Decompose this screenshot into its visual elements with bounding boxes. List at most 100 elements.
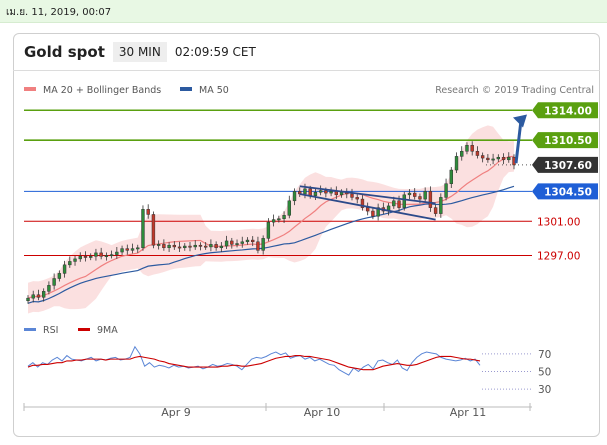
rsi-line [27, 345, 481, 376]
header-divider [13, 70, 600, 71]
level-tag-0: 1314.00 [532, 102, 598, 119]
ma50-line [27, 185, 515, 304]
ma50-legend-label: MA 50 [199, 85, 229, 96]
candle [413, 188, 417, 200]
candle [266, 218, 271, 242]
candle [73, 255, 77, 266]
candle [240, 236, 244, 248]
candle [454, 152, 459, 174]
candle [360, 195, 365, 211]
candle [491, 153, 495, 165]
candle [198, 242, 203, 251]
candle [31, 290, 35, 303]
candle [146, 204, 150, 219]
target-arrow [513, 114, 527, 164]
candle [136, 244, 140, 253]
candle [423, 187, 427, 203]
candle [480, 152, 485, 163]
candle [465, 142, 469, 155]
candle [318, 185, 323, 196]
ma9-legend-label: 9MA [97, 325, 118, 336]
candle [172, 241, 177, 250]
svg-text:1301.00: 1301.00 [537, 216, 580, 228]
candle [193, 240, 197, 250]
rsi-legend-swatch [24, 328, 36, 331]
ma9-legend-swatch [78, 328, 90, 331]
candle [287, 195, 291, 219]
candle [501, 153, 506, 165]
candle [486, 154, 490, 163]
x-tick-label-0: Apr 9 [161, 406, 191, 419]
candle [26, 295, 30, 304]
candle [251, 236, 255, 247]
channel-upper-line [299, 185, 436, 205]
candle [167, 242, 171, 253]
candle [177, 241, 182, 253]
candle [428, 186, 433, 212]
candle [496, 154, 501, 162]
candle [214, 241, 218, 251]
level-tag-3: 1304.50 [532, 183, 598, 200]
level-tag-2: 1307.60 [532, 156, 598, 173]
time-label: 02:09:59 CET [174, 45, 256, 59]
x-tick-label-2: Apr 11 [450, 406, 487, 419]
ma20-legend-swatch [24, 87, 36, 91]
candle [507, 152, 511, 163]
candle [78, 252, 82, 262]
candle [407, 189, 412, 200]
level-tag-4: 1301.00 [537, 216, 580, 228]
candle [156, 240, 161, 250]
timestamp-bar: เม.ย. 11, 2019, 00:07 [0, 0, 607, 23]
candle [329, 187, 333, 197]
candle [460, 146, 464, 161]
chart-header: Gold spot 30 MIN 02:09:59 CET [24, 38, 256, 66]
rsi-legend-label: RSI [43, 325, 58, 336]
timestamp: เม.ย. 11, 2019, 00:07 [6, 7, 112, 18]
candle [371, 208, 375, 220]
candle [219, 242, 224, 253]
rsi-tick-label-1: 50 [538, 367, 551, 379]
candle [271, 214, 276, 227]
timeframe-badge[interactable]: 30 MIN [112, 42, 167, 62]
candle [235, 239, 239, 248]
rsi-tick-label-0: 70 [538, 349, 551, 361]
rsi-legend: RSI 9MA [24, 325, 118, 336]
candle [151, 211, 156, 249]
rsi-tick-label-2: 30 [538, 384, 551, 396]
price-chart: 1314.00 1310.50 1307.60 1304.50 1301.00 1297.… [24, 102, 598, 314]
candle [209, 239, 213, 252]
candle [355, 194, 359, 204]
candle [449, 167, 453, 188]
svg-text:1310.50: 1310.50 [544, 135, 592, 147]
rsi-panel: 70 50 30 [27, 345, 551, 396]
candle [162, 239, 166, 251]
candle [261, 235, 265, 255]
candle [83, 251, 88, 262]
candle [376, 203, 380, 221]
candle [94, 248, 98, 261]
level-tag-5: 1297.00 [537, 250, 580, 262]
instrument-title: Gold spot [24, 43, 105, 61]
main-legend: MA 20 + Bollinger Bands MA 50 Research ©… [24, 85, 594, 96]
ma20-legend-label: MA 20 + Bollinger Bands [43, 85, 161, 96]
candle [130, 243, 135, 254]
svg-text:1304.50: 1304.50 [544, 186, 592, 198]
candle [224, 235, 229, 250]
candle [350, 188, 354, 201]
candle [52, 273, 56, 290]
candle [36, 289, 41, 301]
candle [183, 243, 187, 251]
candle [439, 193, 443, 218]
candle [104, 252, 109, 261]
candle [141, 205, 145, 251]
rsi-ma9-line [27, 355, 481, 371]
candle [62, 260, 67, 278]
svg-text:1297.00: 1297.00 [537, 250, 580, 262]
candle [256, 236, 260, 254]
source-credit: Research © 2019 Trading Central [435, 85, 594, 96]
candle [203, 242, 208, 250]
bollinger-band [28, 125, 514, 314]
candle [292, 188, 297, 206]
candle [475, 146, 480, 159]
